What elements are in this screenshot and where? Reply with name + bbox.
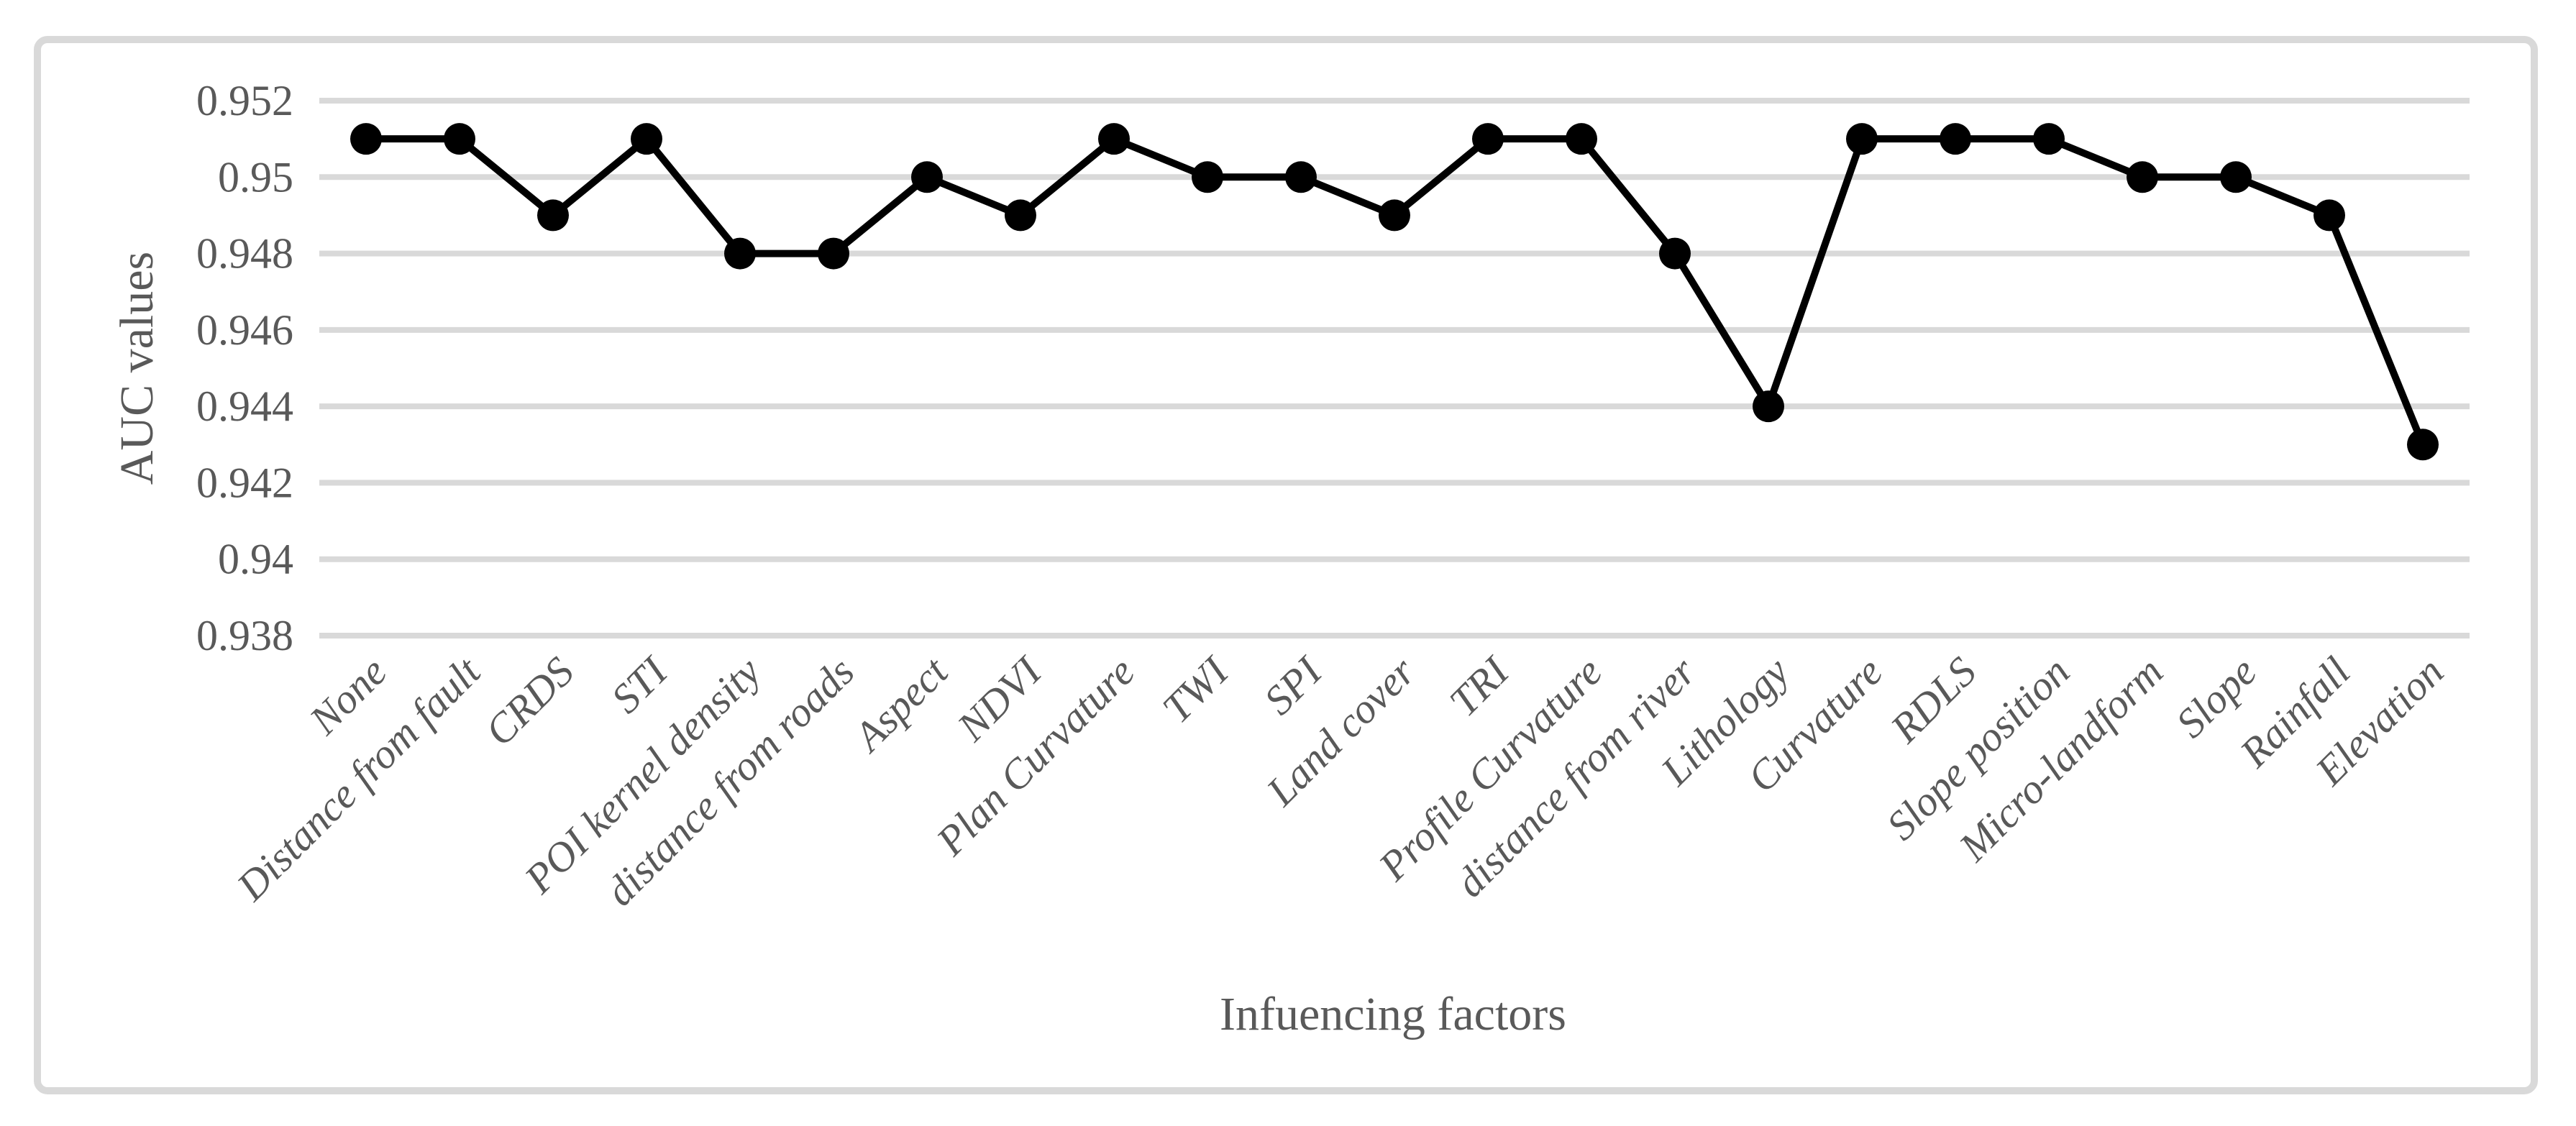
data-point-marker [724, 237, 756, 270]
data-point-marker [1285, 161, 1317, 193]
y-tick-label: 0.946 [196, 306, 293, 354]
data-point-marker [911, 161, 943, 193]
x-category-label: TRI [1440, 646, 1519, 725]
data-point-marker [350, 123, 382, 155]
data-point-marker [1940, 123, 1971, 155]
x-category-label: Aspect [843, 647, 957, 761]
y-tick-label: 0.938 [196, 612, 293, 659]
data-point-markers [350, 123, 2439, 461]
data-point-marker [1659, 237, 1691, 270]
series-line [362, 135, 2426, 449]
y-tick-label: 0.95 [218, 153, 293, 201]
y-tick-label: 0.952 [196, 77, 293, 124]
x-category-label: SPI [1255, 646, 1332, 723]
data-point-marker [2220, 161, 2252, 193]
data-point-marker [1005, 199, 1036, 232]
data-point-marker [537, 199, 569, 232]
y-tick-label: 0.942 [196, 459, 293, 506]
data-point-marker [2314, 199, 2345, 232]
series-line-path [362, 135, 2426, 449]
data-point-marker [1846, 123, 1878, 155]
data-point-marker [1753, 390, 1784, 423]
y-tick-label: 0.944 [196, 383, 293, 430]
x-category-label: CRDS [476, 648, 583, 754]
data-point-marker [2127, 161, 2158, 193]
y-axis-tick-labels: 0.952 0.95 0.948 0.946 0.944 0.942 0.94 0.938 [196, 77, 293, 659]
x-category-label: TWI [1154, 646, 1238, 731]
y-axis-title: AUC values [111, 252, 163, 485]
x-axis-title: Infuencing factors [1220, 988, 1566, 1040]
data-point-marker [2407, 429, 2439, 461]
data-point-marker [1192, 161, 1223, 193]
data-point-marker [1566, 123, 1597, 155]
data-point-marker [1472, 123, 1504, 155]
data-point-marker [1379, 199, 1410, 232]
data-point-marker [1098, 123, 1130, 155]
data-point-marker [818, 237, 849, 270]
x-category-label: STI [602, 646, 677, 722]
data-point-marker [631, 123, 662, 155]
y-tick-label: 0.94 [218, 536, 293, 583]
data-point-marker [2033, 123, 2065, 155]
y-tick-label: 0.948 [196, 230, 293, 278]
data-point-marker [444, 123, 475, 155]
chart-border [34, 36, 2538, 1094]
